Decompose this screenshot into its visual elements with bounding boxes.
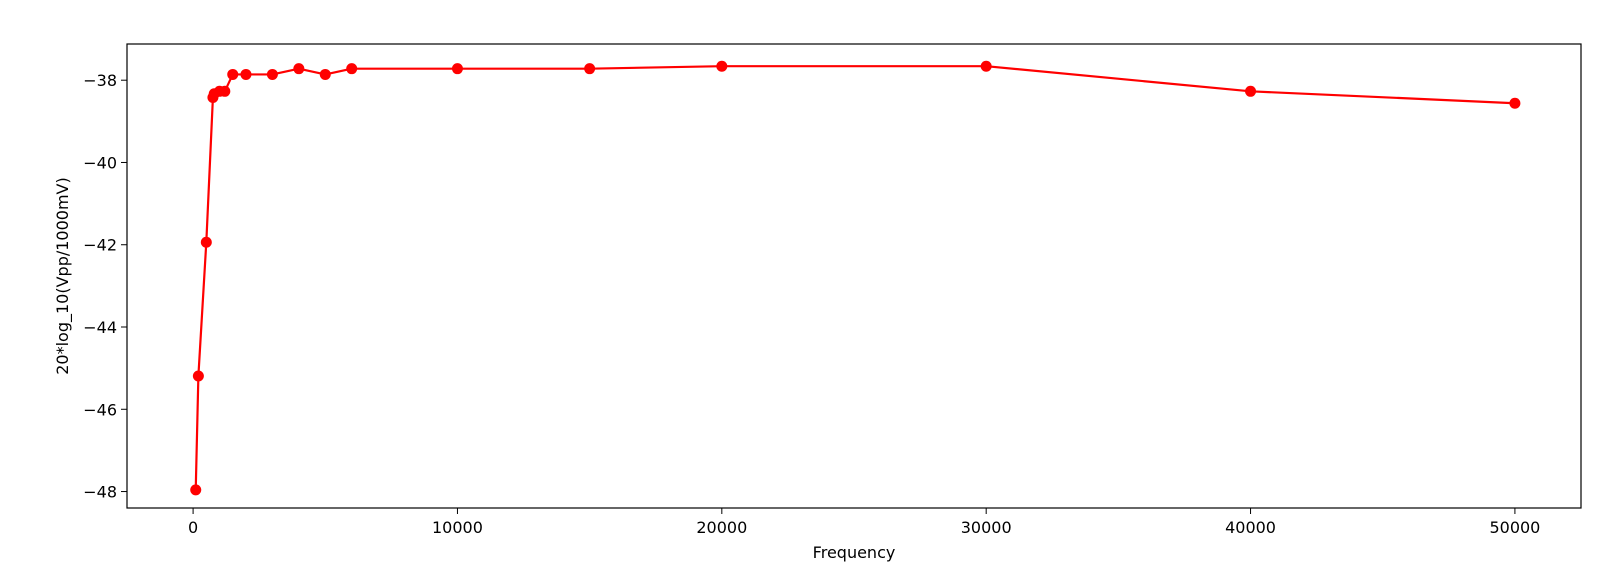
x-axis: 0 10000 20000 30000 40000 50000 xyxy=(188,508,1540,537)
x-axis-label: Frequency xyxy=(813,543,896,562)
data-point xyxy=(200,236,212,248)
data-point xyxy=(227,68,239,80)
data-point xyxy=(716,60,728,72)
data-point xyxy=(240,68,252,80)
y-axis-label: 20*log_10(Vpp/1000mV) xyxy=(53,177,73,375)
data-point xyxy=(451,63,463,75)
data-point xyxy=(219,85,231,97)
y-tick-label: −38 xyxy=(83,71,117,90)
data-point xyxy=(1245,85,1257,97)
plot-area xyxy=(190,60,1521,496)
x-tick-label: 0 xyxy=(188,518,198,537)
axes-frame xyxy=(126,43,1582,509)
x-tick-label: 40000 xyxy=(1225,518,1276,537)
x-tick-label: 30000 xyxy=(961,518,1012,537)
x-tick-label: 20000 xyxy=(696,518,747,537)
data-point xyxy=(584,63,596,75)
y-axis: −48 −46 −44 −42 −40 −38 xyxy=(83,71,127,502)
y-tick-label: −40 xyxy=(83,153,117,172)
data-point xyxy=(346,63,358,75)
y-tick-label: −44 xyxy=(83,318,117,337)
data-point xyxy=(293,63,305,75)
x-tick-label: 50000 xyxy=(1489,518,1540,537)
y-tick-label: −48 xyxy=(83,483,117,502)
y-tick-label: −42 xyxy=(83,236,117,255)
data-point xyxy=(319,68,331,80)
data-point xyxy=(1509,97,1521,109)
y-tick-label: −46 xyxy=(83,400,117,419)
data-point xyxy=(266,68,278,80)
data-point xyxy=(980,60,992,72)
data-point xyxy=(190,484,202,496)
x-tick-label: 10000 xyxy=(432,518,483,537)
series-line xyxy=(194,65,1515,490)
data-point xyxy=(192,370,204,382)
